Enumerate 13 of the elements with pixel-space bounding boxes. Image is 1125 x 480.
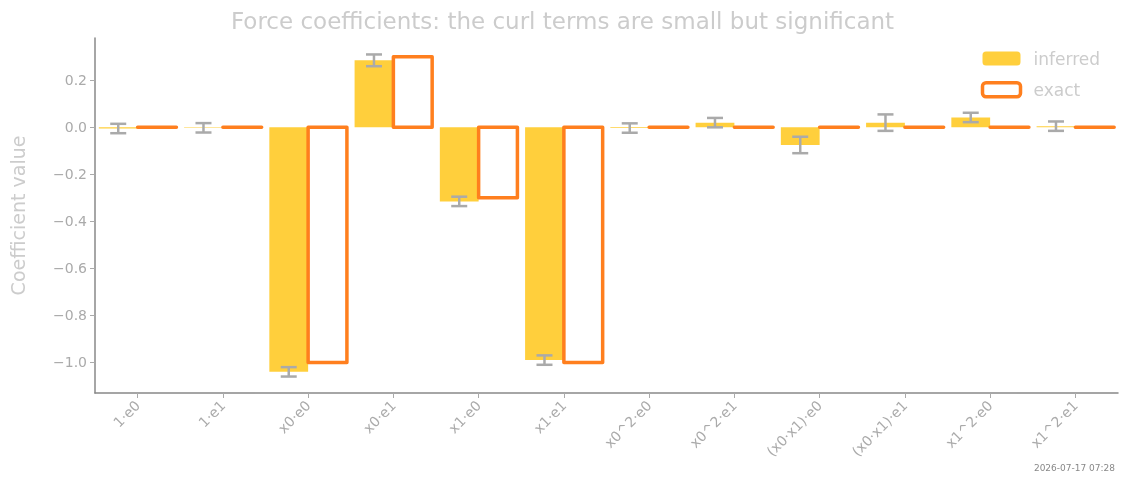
bar (354, 60, 394, 128)
y-tick-label: −1.0 (53, 354, 87, 371)
text: 2026-07-17 07:28 (1033, 462, 1116, 473)
bar (525, 127, 564, 361)
y-tick-label: −0.2 (53, 166, 87, 183)
y-tick-label: −0.6 (53, 260, 88, 277)
y-tick-label: 0.0 (64, 119, 87, 136)
bar (439, 127, 479, 202)
y-tick-label: −0.8 (53, 307, 87, 324)
bar (780, 127, 820, 145)
bar (269, 127, 309, 372)
y-tick-label: 0.2 (64, 72, 87, 89)
y-tick-label: −0.4 (53, 213, 88, 230)
